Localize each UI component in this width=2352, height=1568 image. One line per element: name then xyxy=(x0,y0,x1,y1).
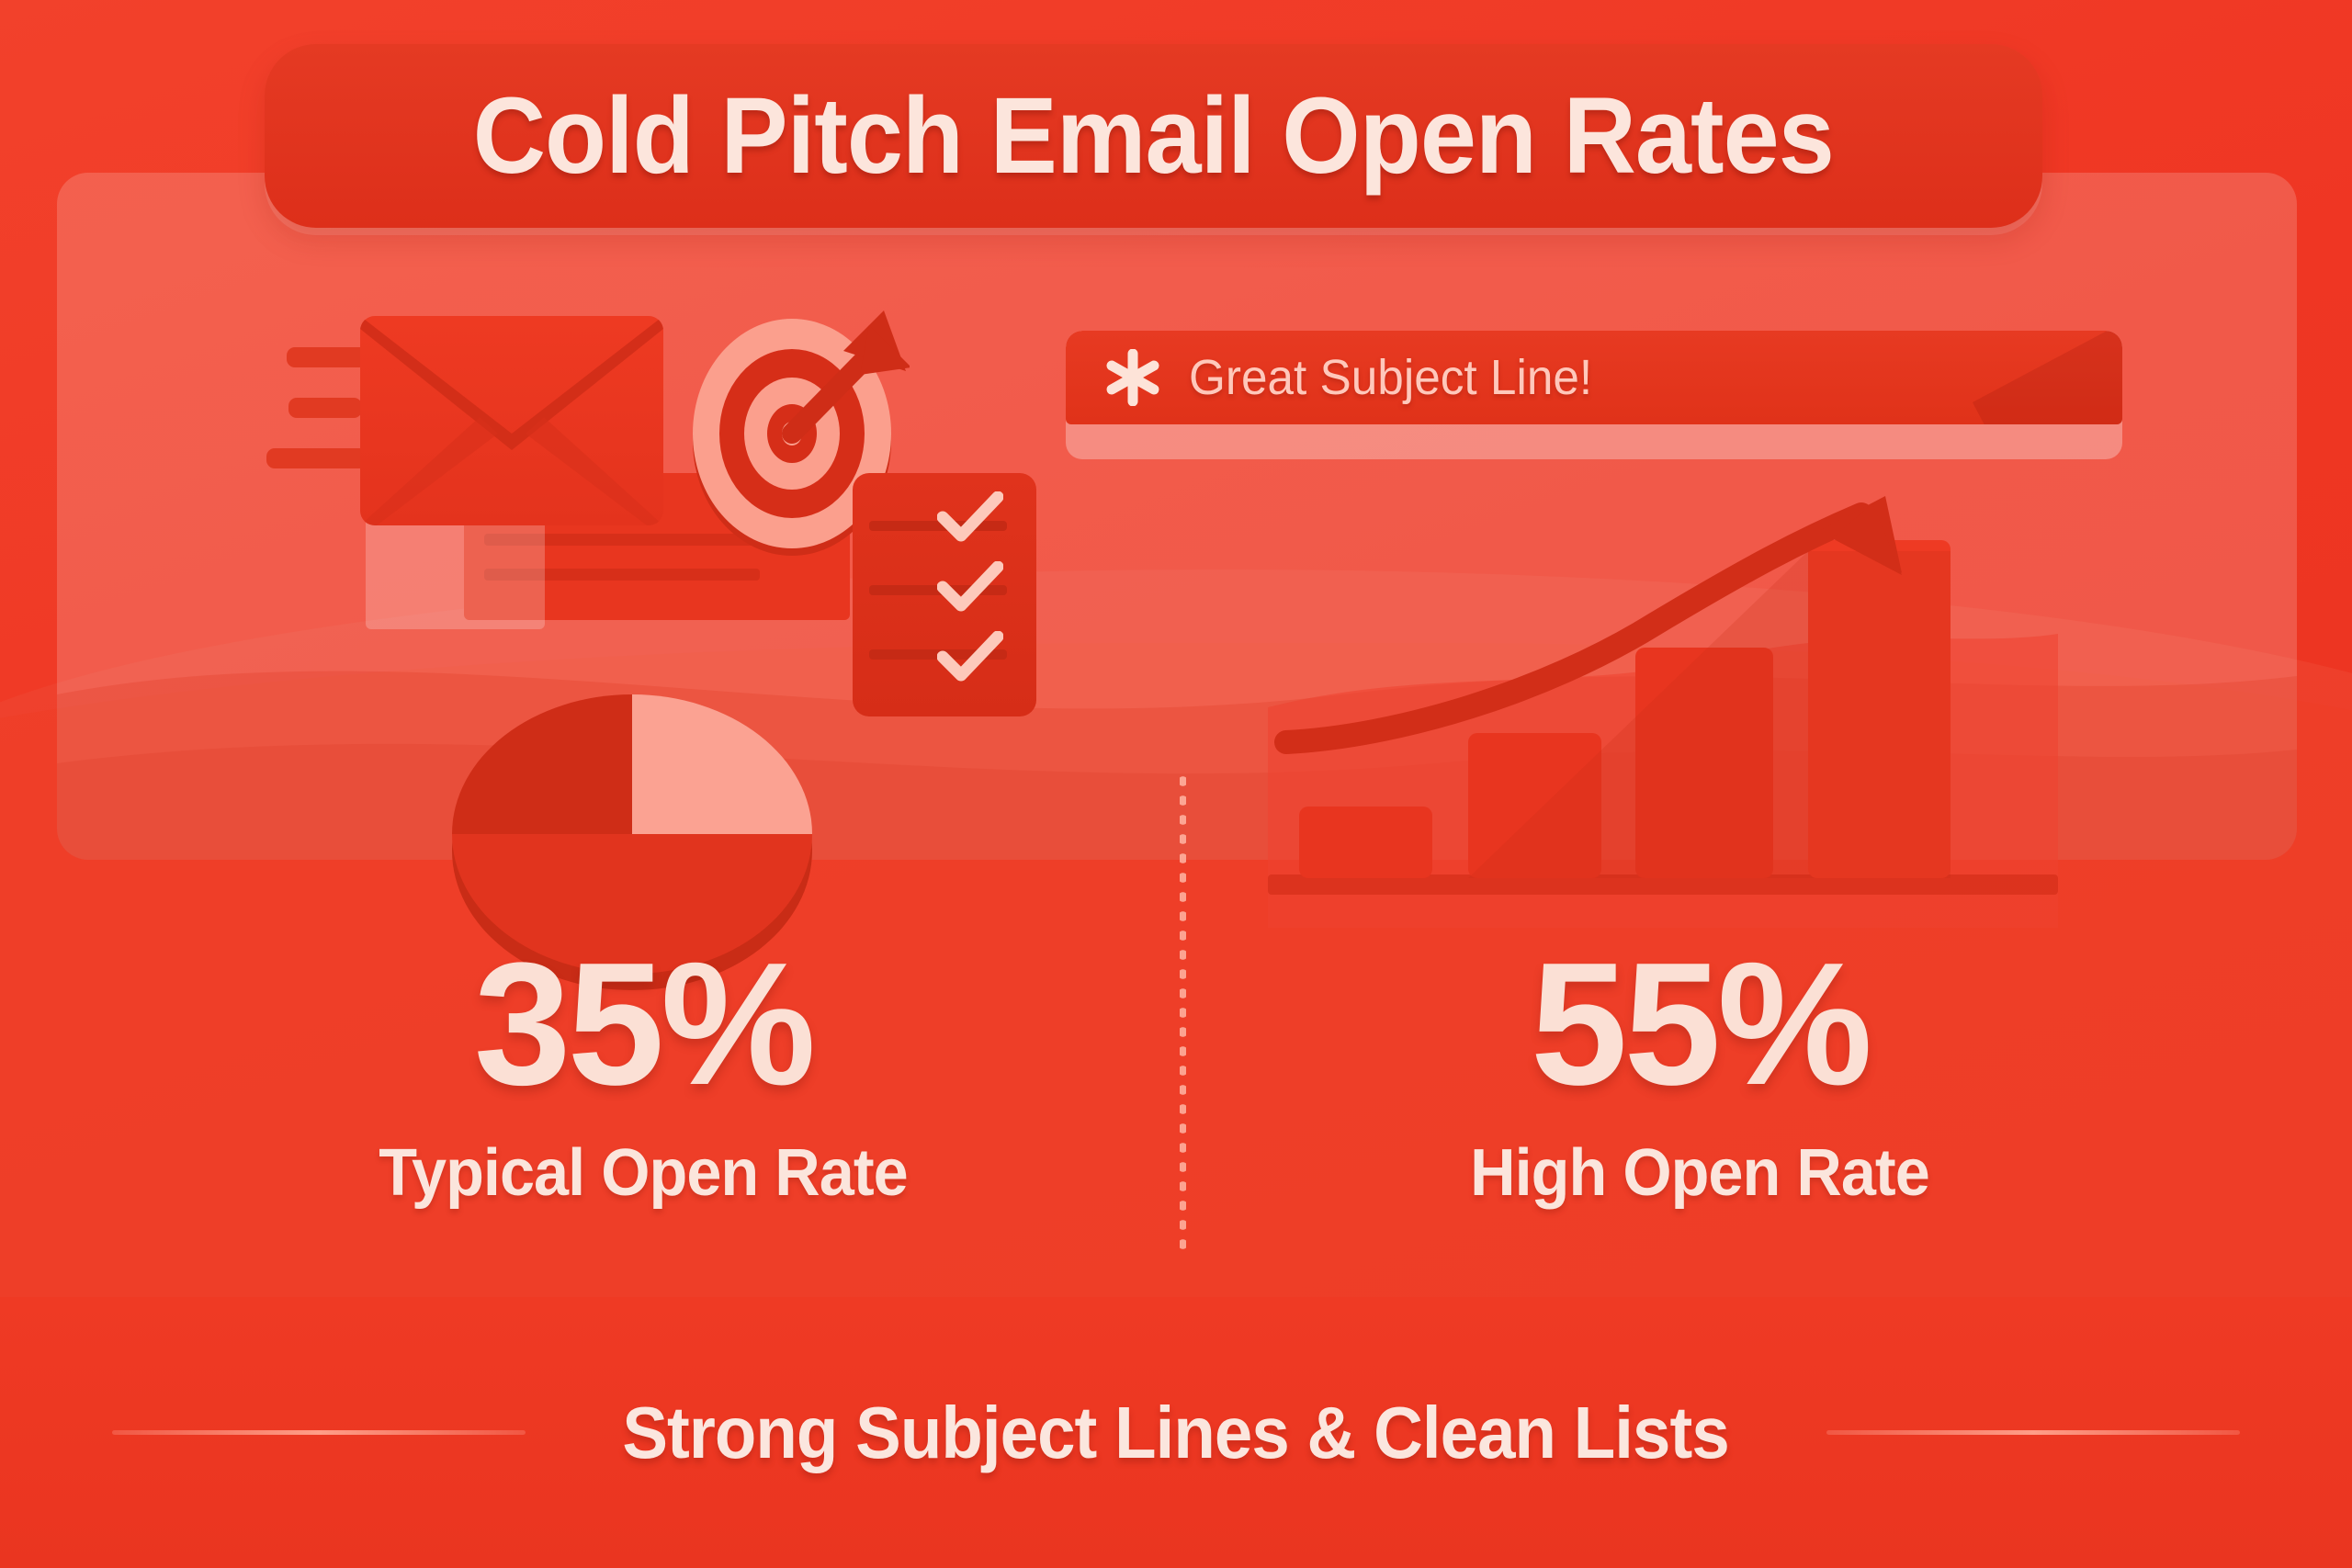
document-line xyxy=(484,569,760,581)
subject-line-inner: Great Subject Line! xyxy=(1066,331,2122,424)
footer-bar: Strong Subject Lines & Clean Lists xyxy=(0,1297,2352,1568)
footer-rule-right xyxy=(1826,1430,2240,1435)
stat-label: High Open Rate xyxy=(1470,1136,1930,1210)
subject-line-field[interactable]: Great Subject Line! xyxy=(1066,331,2122,459)
speed-line-icon xyxy=(288,398,362,418)
footer-rule-left xyxy=(112,1430,526,1435)
corner-shade-decoration xyxy=(1972,331,2122,424)
page-title: Cold Pitch Email Open Rates xyxy=(472,75,1835,197)
check-icon xyxy=(937,561,1003,613)
stat-typical-open-rate: 35% Typical Open Rate xyxy=(312,937,974,1211)
envelope-icon xyxy=(360,316,663,525)
check-icon xyxy=(937,631,1003,682)
checklist-icon xyxy=(853,473,1036,716)
speed-line-icon xyxy=(287,347,368,367)
target-icon xyxy=(689,303,910,558)
bar-chart-growth xyxy=(1268,496,2058,928)
stat-high-open-rate: 55% High Open Rate xyxy=(1369,937,2030,1211)
email-illustration-group xyxy=(266,303,1036,726)
column-divider xyxy=(1180,772,1186,1258)
checklist-row xyxy=(869,521,1007,531)
stat-label: Typical Open Rate xyxy=(379,1136,908,1210)
stat-value: 35% xyxy=(473,927,816,1122)
pie-chart xyxy=(386,687,882,990)
sparkle-icon xyxy=(1104,349,1161,406)
footer-text: Strong Subject Lines & Clean Lists xyxy=(622,1391,1730,1473)
stat-value: 55% xyxy=(1530,927,1872,1122)
check-icon xyxy=(937,491,1003,543)
title-banner: Cold Pitch Email Open Rates xyxy=(252,31,2055,241)
subject-line-text: Great Subject Line! xyxy=(1189,350,1593,405)
speed-line-icon xyxy=(266,448,368,468)
document-line xyxy=(484,534,787,546)
